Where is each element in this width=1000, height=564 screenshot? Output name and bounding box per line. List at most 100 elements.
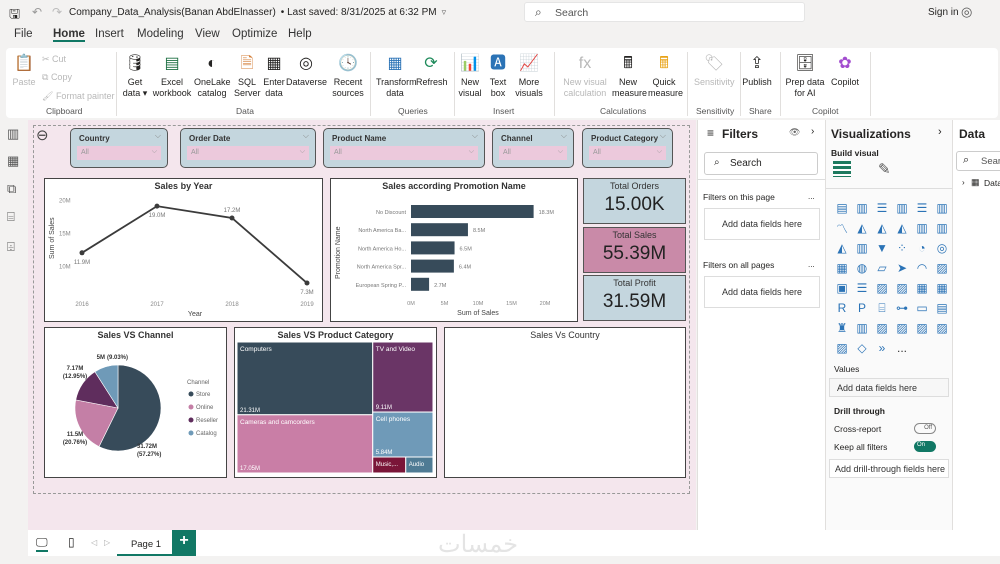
slicer-order-date[interactable]: Order Date ⌵ All ⌵ bbox=[180, 128, 316, 168]
new-measure-button[interactable]: 🖩 New measure bbox=[612, 52, 647, 99]
report-view-icon[interactable]: ▥ bbox=[7, 126, 20, 141]
more-visuals-icon[interactable]: ... bbox=[896, 341, 907, 355]
visual-type-icon[interactable]: ▦ bbox=[936, 281, 948, 295]
model-view-icon[interactable]: ⧉ bbox=[7, 181, 17, 196]
eye-icon[interactable]: 👁 bbox=[789, 127, 801, 137]
slicer-dropdown[interactable]: All ⌵ bbox=[187, 146, 309, 160]
treemap-product-category[interactable]: Sales VS Product Category Computers 21.31… bbox=[234, 327, 437, 478]
keep-filters-toggle[interactable]: On bbox=[914, 441, 936, 452]
more-options-icon[interactable]: ... bbox=[808, 260, 815, 269]
visual-type-icon[interactable]: ◠ bbox=[916, 261, 928, 275]
visual-type-icon[interactable]: ▨ bbox=[936, 321, 948, 335]
visual-type-icon[interactable]: ⊶ bbox=[896, 301, 908, 315]
slicer-country[interactable]: Country ⌵ All ⌵ bbox=[70, 128, 168, 168]
kpi-total-sales[interactable]: Total Sales 55.39M bbox=[583, 227, 686, 273]
onelake-button[interactable]: ◐ OneLake catalog bbox=[194, 52, 231, 99]
visual-type-icon[interactable]: ▨ bbox=[896, 281, 908, 295]
visual-type-icon[interactable]: ☰ bbox=[856, 281, 868, 295]
visual-type-icon[interactable]: ▥ bbox=[856, 201, 868, 215]
paste-button[interactable]: 📋 Paste bbox=[10, 52, 38, 88]
enter-data-button[interactable]: ▦ Enter data bbox=[262, 52, 286, 99]
visual-type-icon[interactable]: ▤ bbox=[836, 201, 848, 215]
visual-type-icon[interactable]: P bbox=[857, 301, 866, 315]
visual-type-icon[interactable]: » bbox=[878, 341, 886, 355]
visual-type-icon[interactable]: ▭ bbox=[916, 301, 928, 315]
visual-type-icon[interactable]: ◔ bbox=[918, 241, 926, 255]
transform-data-button[interactable]: ▦ Transform data bbox=[376, 52, 417, 99]
chevron-down-icon[interactable]: ▿ bbox=[441, 7, 447, 17]
kpi-total-profit[interactable]: Total Profit 31.59M bbox=[583, 275, 686, 321]
chevron-down-icon[interactable]: ⌵ bbox=[659, 131, 666, 140]
slicer-product-name[interactable]: Product Name ⌵ All ⌵ bbox=[323, 128, 485, 168]
visual-type-icon[interactable]: ▨ bbox=[876, 321, 888, 335]
search-input[interactable]: ⌕ Search bbox=[524, 2, 805, 22]
sign-in-link[interactable]: Sign in bbox=[928, 7, 959, 18]
visual-type-icon[interactable]: ☰ bbox=[916, 201, 928, 215]
tab-insert[interactable]: Insert bbox=[95, 28, 124, 40]
slicer-dropdown[interactable]: All ⌵ bbox=[499, 146, 567, 160]
visual-type-icon[interactable]: ◭ bbox=[897, 221, 907, 235]
text-box-button[interactable]: 🅰 Text box bbox=[486, 52, 510, 99]
prep-data-ai-button[interactable]: 🗄 Prep data for AI bbox=[784, 52, 826, 99]
excel-workbook-button[interactable]: ▤ Excel workbook bbox=[152, 52, 192, 99]
visual-type-icon[interactable]: ◎ bbox=[936, 241, 948, 255]
visual-type-icon[interactable]: ▨ bbox=[896, 321, 908, 335]
visual-type-icon[interactable]: ▦ bbox=[836, 261, 848, 275]
more-options-icon[interactable]: ... bbox=[808, 192, 815, 201]
redo-icon[interactable]: ↷ bbox=[52, 5, 63, 19]
visual-type-icon[interactable]: ▥ bbox=[856, 241, 868, 255]
build-visual-icon[interactable] bbox=[833, 161, 851, 177]
back-arrow-icon[interactable]: ⊖ bbox=[36, 127, 49, 144]
tab-page-1[interactable]: Page 1 bbox=[117, 532, 175, 556]
visual-type-icon[interactable]: ▨ bbox=[836, 341, 848, 355]
values-drop-zone[interactable]: Add data fields here bbox=[829, 378, 949, 397]
visual-type-icon[interactable]: ▤ bbox=[936, 301, 948, 315]
visual-type-icon[interactable]: ◭ bbox=[837, 241, 847, 255]
tab-home[interactable]: Home bbox=[53, 28, 85, 42]
visual-type-icon[interactable]: ▣ bbox=[836, 281, 848, 295]
visual-type-icon[interactable]: ◇ bbox=[857, 341, 867, 355]
dax-query-icon[interactable]: ⌸ bbox=[7, 209, 15, 224]
tab-optimize[interactable]: Optimize bbox=[232, 28, 278, 40]
collapse-visualizations-icon[interactable]: › bbox=[938, 126, 942, 138]
visual-type-icon[interactable]: ▨ bbox=[936, 261, 948, 275]
mobile-layout-icon[interactable]: ▯ bbox=[68, 535, 75, 549]
sensitivity-button[interactable]: 🏷 Sensitivity bbox=[694, 52, 735, 88]
tab-help[interactable]: Help bbox=[288, 28, 312, 40]
add-page-button[interactable]: + bbox=[172, 530, 196, 556]
tab-file[interactable]: File bbox=[14, 28, 33, 40]
visual-type-icon[interactable]: ◍ bbox=[856, 261, 868, 275]
visual-type-icon[interactable]: ▥ bbox=[936, 221, 948, 235]
quick-measure-button[interactable]: 🖩 Quick measure bbox=[648, 52, 683, 99]
undo-icon[interactable]: ↶ bbox=[32, 5, 43, 19]
refresh-button[interactable]: ⟳ Refresh bbox=[416, 52, 448, 88]
new-visual-calculation-button[interactable]: fx New visual calculation bbox=[560, 52, 610, 99]
new-visual-button[interactable]: 📊 New visual bbox=[458, 52, 482, 99]
chevron-down-icon[interactable]: ⌵ bbox=[302, 131, 309, 140]
table-view-icon[interactable]: ▦ bbox=[7, 153, 20, 168]
recent-sources-button[interactable]: 🕓 Recent sources bbox=[330, 52, 366, 99]
filters-page-drop-zone[interactable]: Add data fields here bbox=[704, 208, 820, 240]
visual-type-icon[interactable]: ▼ bbox=[876, 241, 888, 255]
drill-through-drop-zone[interactable]: Add drill-through fields here bbox=[829, 459, 949, 478]
visual-type-icon[interactable]: ◭ bbox=[857, 221, 867, 235]
desktop-layout-icon[interactable]: 🖵 bbox=[36, 535, 48, 552]
visual-type-icon[interactable]: ⁘ bbox=[896, 241, 908, 255]
avatar-icon[interactable]: ◎ bbox=[961, 4, 973, 19]
filters-search-input[interactable]: ⌕ Search bbox=[704, 152, 818, 175]
visual-type-icon[interactable]: ▥ bbox=[936, 201, 948, 215]
copilot-button[interactable]: ✿ Copilot bbox=[828, 52, 862, 88]
visual-type-icon[interactable]: ☰ bbox=[876, 201, 888, 215]
data-search-input[interactable]: ⌕ Search bbox=[956, 151, 1000, 171]
tmdl-view-icon[interactable]: ⌹ bbox=[7, 239, 15, 254]
copy-button[interactable]: ⧉ Copy bbox=[42, 72, 72, 83]
slicer-dropdown[interactable]: All ⌵ bbox=[589, 146, 666, 160]
format-visual-icon[interactable]: ✎ bbox=[878, 161, 891, 178]
slicer-dropdown[interactable]: All ⌵ bbox=[330, 146, 478, 160]
data-table-item[interactable]: Data bbox=[984, 178, 1000, 188]
tab-view[interactable]: View bbox=[195, 28, 220, 40]
pie-chart-channel[interactable]: Sales VS Channel 31.72M (57.27%) Store 11.5… bbox=[44, 327, 227, 478]
visual-type-icon[interactable]: 〽 bbox=[835, 221, 848, 236]
chevron-down-icon[interactable]: ⌵ bbox=[471, 131, 478, 140]
visual-type-icon[interactable]: ▥ bbox=[916, 221, 928, 235]
